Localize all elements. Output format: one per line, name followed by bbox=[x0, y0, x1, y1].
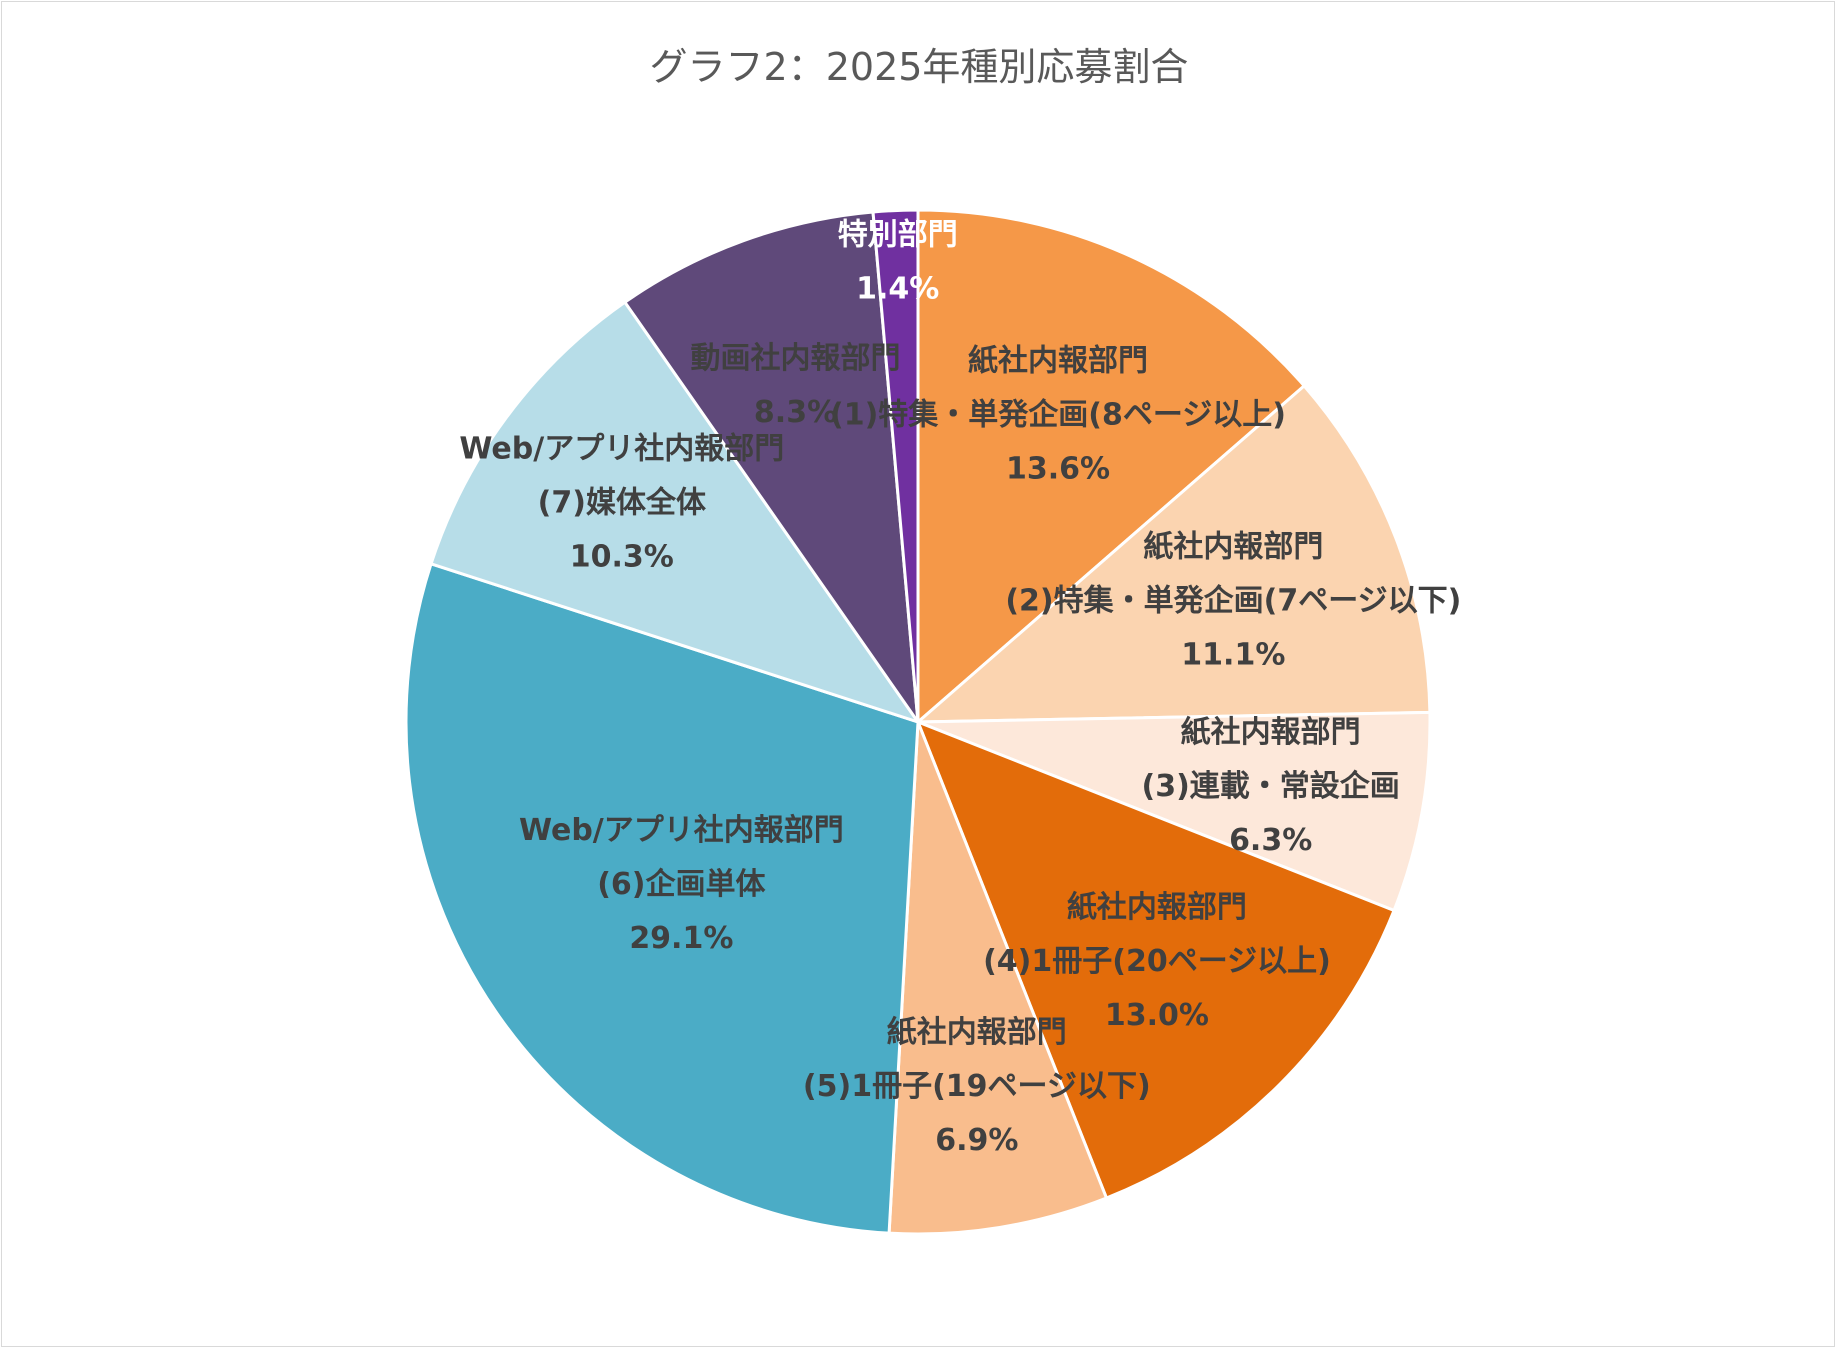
pie-slice-7 bbox=[429, 300, 922, 725]
data-label-category-line: 動画社内報部門 bbox=[691, 341, 901, 376]
pie-data-labels: 紙社内報部門 (1)特集・単発企画(8ページ以上) 13.6% 紙社内報部門 (2)特集… bbox=[459, 218, 1461, 1158]
data-label-category-line: 紙社内報部門 bbox=[1067, 890, 1247, 925]
pie-slices bbox=[404, 208, 1432, 1236]
data-label-category-line: (7)媒体全体 bbox=[538, 486, 707, 521]
data-label-category-line: 紙社内報部門 bbox=[1143, 530, 1323, 565]
data-label-percent: 29.1% bbox=[629, 921, 733, 956]
data-label-category-line: 紙社内報部門 bbox=[887, 1015, 1067, 1050]
data-label-5: 紙社内報部門 (5)1冊子(19ページ以下) 6.9% bbox=[803, 1015, 1151, 1158]
data-label-percent: 6.3% bbox=[1229, 823, 1312, 858]
pie-slice-9 bbox=[871, 208, 920, 723]
data-label-category-line: Web/アプリ社内報部門 bbox=[459, 432, 784, 467]
data-label-category-line: (4)1冊子(20ページ以上) bbox=[983, 944, 1331, 979]
pie-slice-6 bbox=[404, 561, 920, 1235]
data-label-1: 紙社内報部門 (1)特集・単発企画(8ページ以上) 13.6% bbox=[830, 343, 1286, 486]
pie-slice-1 bbox=[916, 208, 1307, 726]
data-label-category-line: (3)連載・常設企画 bbox=[1142, 769, 1400, 804]
data-label-category-line: Web/アプリ社内報部門 bbox=[519, 813, 844, 848]
data-label-percent: 13.0% bbox=[1105, 998, 1209, 1033]
data-label-category-line: (6)企画単体 bbox=[597, 867, 766, 902]
pie-slice-3 bbox=[917, 710, 1432, 913]
data-label-2: 紙社内報部門 (2)特集・単発企画(7ページ以下) 11.1% bbox=[1005, 530, 1461, 673]
chart-title: グラフ2：2025年種別応募割合 bbox=[649, 45, 1189, 89]
data-label-category-line: 紙社内報部門 bbox=[1181, 715, 1361, 750]
pie-slice-5 bbox=[887, 721, 1109, 1236]
data-label-6: Web/アプリ社内報部門 (6)企画単体 29.1% bbox=[519, 813, 844, 956]
data-label-category-line: 紙社内報部門 bbox=[968, 343, 1148, 378]
data-label-percent: 11.1% bbox=[1181, 638, 1285, 673]
data-label-8: 動画社内報部門 8.3% bbox=[691, 341, 901, 430]
pie-slice-2 bbox=[913, 383, 1432, 724]
data-label-category-line: (5)1冊子(19ページ以下) bbox=[803, 1069, 1151, 1104]
pie-slice-4 bbox=[915, 719, 1396, 1200]
data-label-percent: 6.9% bbox=[935, 1123, 1018, 1158]
data-label-percent: 10.3% bbox=[570, 540, 674, 575]
data-label-percent: 1.4% bbox=[856, 272, 939, 307]
data-label-percent: 13.6% bbox=[1006, 451, 1110, 486]
pie-slice-8 bbox=[622, 210, 920, 728]
data-label-category-line: (2)特集・単発企画(7ページ以下) bbox=[1005, 584, 1461, 619]
data-label-9: 特別部門 1.4% bbox=[838, 218, 958, 307]
data-label-percent: 8.3% bbox=[754, 395, 837, 430]
data-label-4: 紙社内報部門 (4)1冊子(20ページ以上) 13.0% bbox=[983, 890, 1331, 1033]
data-label-category-line: (1)特集・単発企画(8ページ以上) bbox=[830, 397, 1286, 432]
data-label-3: 紙社内報部門 (3)連載・常設企画 6.3% bbox=[1142, 715, 1400, 858]
data-label-7: Web/アプリ社内報部門 (7)媒体全体 10.3% bbox=[459, 432, 784, 575]
data-label-category-line: 特別部門 bbox=[838, 218, 958, 253]
